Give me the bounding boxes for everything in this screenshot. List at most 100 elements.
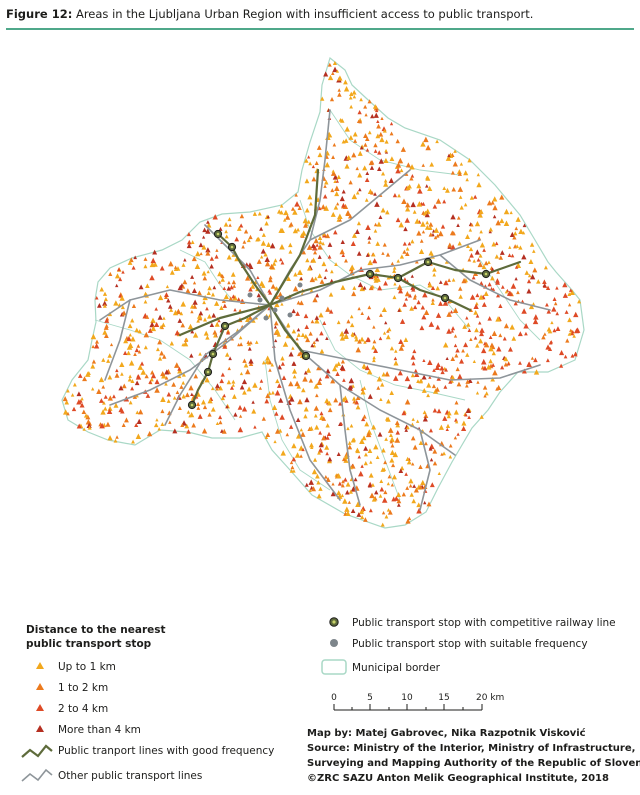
distance-triangle (405, 456, 410, 462)
distance-triangle (189, 412, 195, 418)
rail-stop-center (426, 260, 430, 264)
distance-triangle (289, 460, 294, 465)
distance-triangle (401, 491, 407, 497)
distance-triangle (313, 405, 320, 411)
distance-triangle (445, 155, 452, 161)
distance-triangle (333, 397, 339, 403)
distance-triangle (395, 138, 400, 144)
distance-triangle (145, 314, 150, 319)
distance-triangle (324, 180, 329, 185)
distance-triangle (268, 275, 273, 280)
distance-triangle (300, 332, 306, 337)
distance-triangle (160, 409, 165, 414)
distance-triangle (157, 356, 163, 361)
distance-triangle (393, 282, 397, 286)
distance-triangle (90, 333, 97, 340)
distance-triangle (338, 218, 342, 222)
legend-more-than-4km-icon (36, 725, 44, 732)
distance-triangle (265, 432, 271, 437)
distance-triangle (134, 327, 140, 333)
distance-triangle (363, 517, 368, 522)
distance-triangle (432, 272, 437, 277)
distance-triangle (381, 447, 386, 453)
distance-triangle (309, 276, 316, 283)
distance-triangle (119, 361, 125, 368)
distance-triangle (227, 280, 231, 285)
distance-triangle (466, 322, 471, 327)
distance-triangle (183, 258, 187, 262)
distance-triangle (402, 249, 407, 254)
distance-triangle (318, 486, 323, 491)
distance-triangle (476, 380, 480, 384)
distance-triangle (479, 229, 483, 234)
distance-triangle (465, 234, 470, 240)
distance-triangle (440, 452, 444, 456)
distance-triangle (503, 362, 509, 367)
distance-triangle (488, 345, 494, 352)
distance-triangle (416, 379, 420, 383)
distance-triangle (372, 355, 376, 360)
distance-triangle (479, 327, 485, 333)
distance-triangle (242, 389, 247, 395)
distance-triangle (192, 281, 197, 285)
distance-triangle (268, 263, 275, 269)
distance-triangle (405, 251, 410, 256)
distance-triangle (190, 240, 195, 244)
distance-triangle (478, 253, 483, 258)
distance-triangle (478, 321, 482, 325)
distance-triangle (103, 297, 108, 302)
distance-triangle (138, 284, 144, 290)
distance-triangle (461, 420, 467, 426)
distance-triangle (114, 273, 121, 279)
rail-stop-center (304, 354, 308, 358)
distance-triangle (473, 336, 478, 340)
distance-triangle (349, 264, 355, 270)
region-outline (61, 56, 585, 529)
distance-triangle (572, 334, 576, 338)
good-line (268, 303, 308, 358)
distance-triangle (363, 460, 368, 466)
distance-triangle (72, 382, 77, 387)
distance-triangle (345, 510, 351, 517)
distance-triangle (354, 334, 358, 339)
good-line (396, 276, 472, 312)
distance-triangle (398, 345, 404, 351)
distance-triangle (239, 342, 244, 347)
legend-rail-stop-label: Public transport stop with competitive r… (352, 617, 616, 629)
distance-triangle (185, 337, 189, 342)
distance-triangle (117, 267, 121, 272)
distance-triangle (386, 481, 390, 486)
distance-triangle (248, 234, 253, 240)
distance-triangle (301, 387, 306, 393)
distance-triangle (442, 451, 446, 456)
distance-triangle (315, 243, 319, 247)
distance-triangle (321, 435, 327, 441)
suitable-stop-marker (297, 282, 303, 288)
distance-triangle (309, 426, 314, 431)
distance-triangle (107, 374, 113, 380)
distance-triangle (456, 223, 460, 227)
distance-triangle (217, 280, 222, 284)
distance-triangle (362, 365, 367, 370)
distance-triangle (453, 435, 458, 440)
distance-triangle (292, 374, 297, 379)
distance-triangle (389, 449, 395, 455)
distance-triangle (436, 376, 441, 381)
distance-triangle (361, 435, 367, 441)
distance-triangle (339, 195, 345, 202)
distance-triangle (305, 258, 310, 263)
distance-triangle (366, 315, 371, 320)
distance-triangle (231, 379, 236, 384)
distance-triangle (101, 357, 106, 362)
distance-triangle (570, 331, 574, 336)
distance-triangle (282, 218, 287, 222)
distance-triangle (479, 331, 484, 337)
distance-triangle (219, 378, 225, 384)
distance-triangle (291, 368, 298, 374)
distance-triangle (107, 395, 113, 401)
distance-triangle (435, 324, 441, 330)
distance-triangle (207, 398, 213, 404)
distance-triangle (413, 487, 419, 493)
distance-triangle (367, 235, 372, 240)
distance-triangle (234, 256, 239, 262)
